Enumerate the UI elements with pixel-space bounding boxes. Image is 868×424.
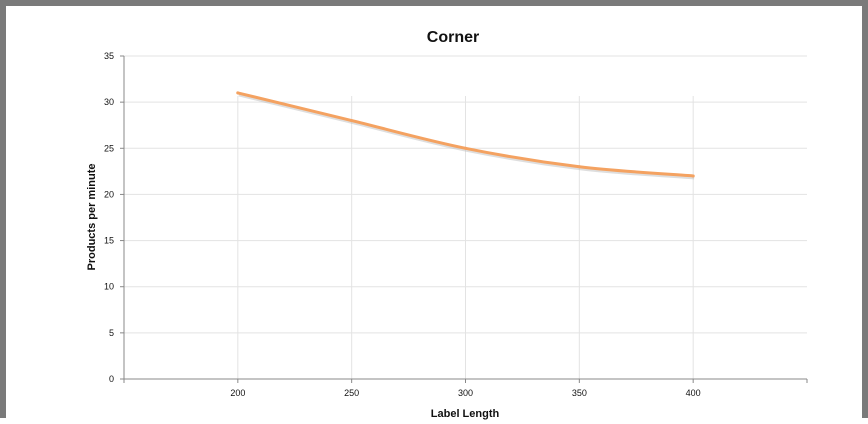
y-tick-label: 35 bbox=[104, 51, 114, 61]
x-tick-label: 300 bbox=[458, 388, 473, 398]
chart-title: Corner bbox=[427, 29, 479, 46]
series-line-shadow bbox=[238, 93, 695, 180]
x-tick-label: 250 bbox=[344, 388, 359, 398]
y-axis-label: Products per minute bbox=[86, 164, 98, 271]
data-point bbox=[691, 174, 695, 178]
x-tick-label: 400 bbox=[686, 388, 701, 398]
y-tick-label: 5 bbox=[109, 328, 114, 338]
y-tick-label: 30 bbox=[104, 97, 114, 107]
x-axis-label: Label Length bbox=[431, 408, 500, 420]
axes bbox=[120, 55, 808, 383]
grid-lines bbox=[124, 55, 807, 379]
y-tick-label: 10 bbox=[104, 282, 114, 292]
y-tick-label: 15 bbox=[104, 236, 114, 246]
data-point bbox=[350, 119, 354, 123]
tick-labels: 0 5 10 15 20 25 30 35 200 250 300 350 400 bbox=[104, 51, 701, 398]
data-point bbox=[577, 165, 581, 169]
y-tick-label: 25 bbox=[104, 143, 114, 153]
series-layer bbox=[236, 91, 695, 180]
x-tick-label: 350 bbox=[572, 388, 587, 398]
y-tick-label: 20 bbox=[104, 189, 114, 199]
x-tick-label: 200 bbox=[230, 388, 245, 398]
line-chart: 0 5 10 15 20 25 30 35 200 250 300 350 400 Corner Lab… bbox=[86, 29, 808, 420]
data-point bbox=[464, 146, 467, 150]
data-point bbox=[236, 91, 240, 95]
y-tick-label: 0 bbox=[109, 374, 114, 384]
